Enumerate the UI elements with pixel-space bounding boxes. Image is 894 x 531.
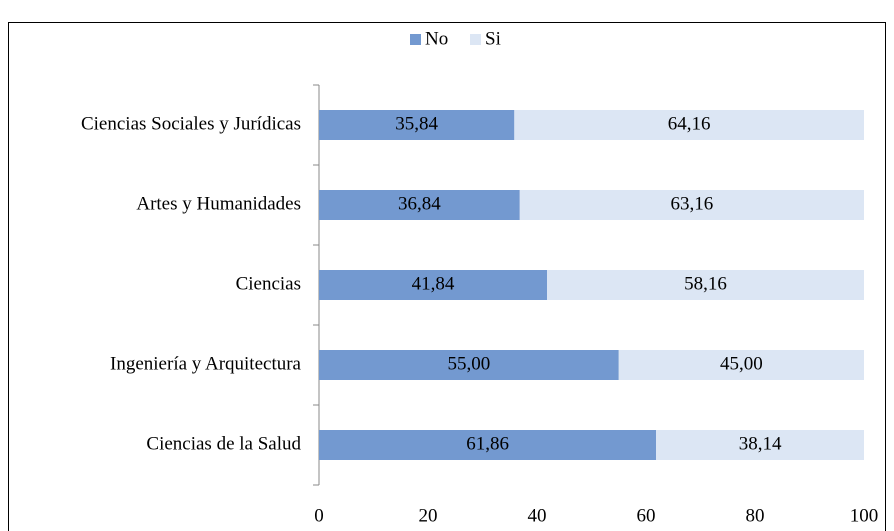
data-label: 61,86 — [466, 433, 509, 454]
bar-segment — [514, 110, 864, 140]
data-label: 36,84 — [398, 193, 441, 214]
y-tick-label: Ingeniería y Arquitectura — [110, 353, 302, 374]
bar-segment — [656, 430, 864, 460]
bar-segment — [319, 110, 515, 140]
data-label: 58,16 — [684, 273, 727, 294]
y-tick-label: Ciencias de la Salud — [146, 433, 301, 454]
x-tick-label: 60 — [637, 505, 656, 526]
x-tick-label: 0 — [314, 505, 324, 526]
legend-label: Si — [485, 28, 501, 49]
bar-segment — [319, 270, 548, 300]
x-tick-label: 20 — [419, 505, 438, 526]
y-tick-label: Ciencias — [236, 273, 301, 294]
x-tick-label: 80 — [746, 505, 765, 526]
x-tick-label: 100 — [850, 505, 879, 526]
data-label: 63,16 — [671, 193, 714, 214]
data-label: 45,00 — [720, 353, 763, 374]
data-label: 55,00 — [448, 353, 491, 374]
bar-segment — [547, 270, 864, 300]
data-label: 41,84 — [412, 273, 455, 294]
bar-segment — [618, 350, 864, 380]
y-tick-label: Ciencias Sociales y Jurídicas — [81, 113, 301, 134]
legend-swatch — [410, 34, 421, 45]
bar-segment — [319, 190, 520, 220]
y-tick-label: Artes y Humanidades — [136, 193, 301, 214]
bar-segment — [319, 430, 657, 460]
bar-segment — [319, 350, 619, 380]
data-label: 35,84 — [395, 113, 438, 134]
x-tick-label: 40 — [528, 505, 547, 526]
legend-swatch — [470, 34, 481, 45]
data-label: 38,14 — [739, 433, 782, 454]
bar-segment — [519, 190, 864, 220]
data-label: 64,16 — [668, 113, 711, 134]
legend-label: No — [425, 28, 448, 49]
